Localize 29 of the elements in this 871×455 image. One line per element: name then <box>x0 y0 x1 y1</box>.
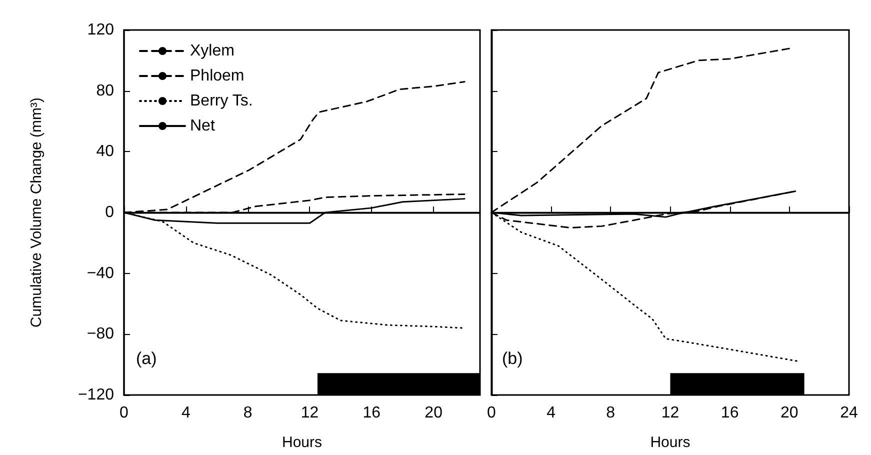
annotation: (b) <box>502 349 523 368</box>
x-tick-label: 8 <box>606 404 616 422</box>
x-tick-label: 20 <box>424 404 443 422</box>
annotation: (a) <box>136 349 157 368</box>
y-tick-label: −80 <box>86 326 114 343</box>
y-tick-label: −120 <box>78 386 114 404</box>
x-tick-label: 0 <box>486 404 496 422</box>
x-tick-label: 24 <box>840 404 858 422</box>
x-tick-label: 4 <box>546 404 556 422</box>
x-axis-title: Hours <box>650 434 690 451</box>
y-tick-label: 40 <box>96 143 114 160</box>
y-tick-label: −40 <box>86 264 114 282</box>
x-tick-label: 8 <box>243 404 252 422</box>
x-tick-label: 16 <box>720 404 739 422</box>
legend-label: Phloem <box>190 68 244 84</box>
x-tick-label: 4 <box>181 404 190 422</box>
legend-label: Berry Ts. <box>190 92 253 110</box>
legend-label: Xylem <box>190 42 234 60</box>
x-axis-title: Hours <box>282 434 322 451</box>
x-tick-label: 12 <box>661 404 680 422</box>
x-tick-label: 12 <box>300 404 319 422</box>
x-tick-label: 20 <box>780 404 798 422</box>
y-axis-title: Cumulative Volume Change (mm³) <box>28 97 45 328</box>
y-tick-label: 80 <box>96 82 114 100</box>
y-tick-label: 0 <box>105 204 114 221</box>
x-tick-label: 0 <box>120 404 129 422</box>
legend-label: Net <box>190 118 216 134</box>
y-tick-label: 120 <box>87 22 114 38</box>
x-tick-label: 16 <box>362 404 381 422</box>
